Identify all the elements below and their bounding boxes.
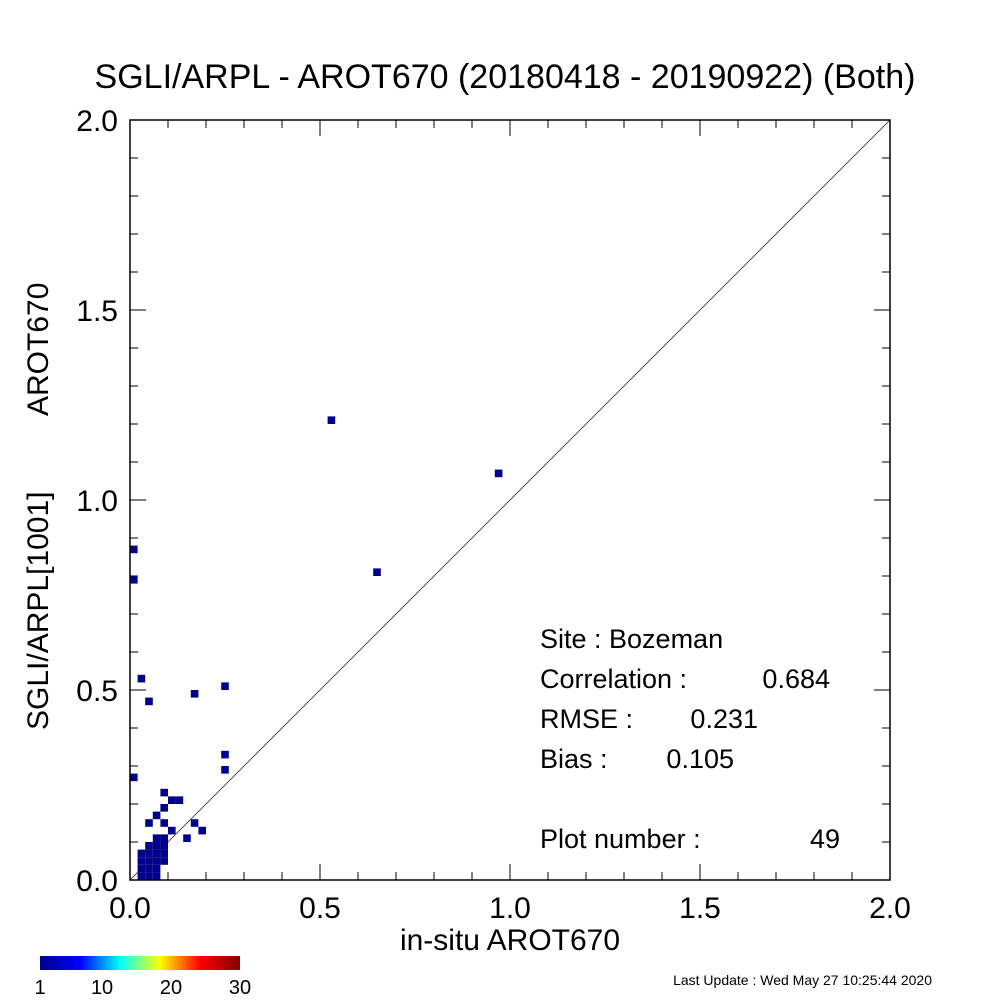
data-point <box>152 834 161 842</box>
data-point <box>152 849 161 858</box>
data-point <box>145 849 153 858</box>
data-point <box>160 842 168 850</box>
data-point <box>152 857 161 865</box>
data-point <box>152 872 161 880</box>
data-point <box>190 819 199 827</box>
chart-title: SGLI/ARPL - AROT670 (20180418 - 20190922… <box>95 58 916 96</box>
data-points <box>130 416 503 880</box>
bias-value: 0.105 <box>666 744 734 774</box>
data-point <box>175 796 184 804</box>
data-point <box>160 834 168 842</box>
colorbar-label: 10 <box>91 977 113 999</box>
site-text: Site : Bozeman <box>540 624 723 654</box>
data-point <box>327 416 336 424</box>
data-point <box>137 857 146 865</box>
x-tick-label: 0.0 <box>109 892 151 925</box>
data-point <box>160 788 168 797</box>
data-point <box>152 811 161 820</box>
x-tick-label: 1.0 <box>489 892 531 925</box>
correlation-label: Correlation : <box>540 664 687 694</box>
data-point <box>145 819 153 827</box>
plot-number-value: 49 <box>810 824 840 854</box>
plot-number-label: Plot number : <box>540 824 701 854</box>
correlation-value: 0.684 <box>762 664 830 694</box>
y-axis-label-param: AROT670 <box>22 283 55 416</box>
x-axis-label: in-situ AROT670 <box>400 924 620 957</box>
y-tick-label: 2.0 <box>76 105 118 138</box>
tick-labels: 0.0 0.5 1.0 1.5 2.0 0.0 0.5 1.0 1.5 2.0 <box>76 105 911 925</box>
rmse-value: 0.231 <box>690 704 758 734</box>
rmse-label: RMSE : <box>540 704 633 734</box>
data-point <box>221 682 229 690</box>
x-tick-label: 0.5 <box>299 892 341 925</box>
x-tick-label: 2.0 <box>869 892 911 925</box>
last-update-text: Last Update : Wed May 27 10:25:44 2020 <box>673 972 932 988</box>
data-point <box>373 568 381 576</box>
stats-box: Site : Bozeman Correlation : 0.684 RMSE … <box>540 624 840 854</box>
data-point <box>130 545 138 554</box>
data-point <box>137 674 146 683</box>
colorbar <box>40 956 240 970</box>
y-tick-label: 1.5 <box>76 295 118 328</box>
colorbar-label: 1 <box>34 977 45 999</box>
data-point <box>160 804 168 812</box>
data-point <box>145 864 153 873</box>
data-point <box>160 849 168 858</box>
x-tick-label: 1.5 <box>679 892 721 925</box>
colorbar-labels: 1 10 20 30 <box>34 977 251 999</box>
data-point <box>145 872 153 880</box>
colorbar-label: 30 <box>229 977 251 999</box>
one-to-one-line <box>129 119 891 881</box>
colorbar-label: 20 <box>160 977 182 999</box>
bias-label: Bias : <box>540 744 608 774</box>
data-point <box>160 819 168 827</box>
plot-frame <box>129 119 891 881</box>
y-tick-label: 0.5 <box>76 675 118 708</box>
data-point <box>152 842 161 850</box>
data-point <box>145 842 153 850</box>
data-point <box>221 766 229 774</box>
data-point <box>198 826 206 835</box>
data-point <box>190 690 199 698</box>
data-point <box>137 872 146 880</box>
data-point <box>130 576 138 584</box>
data-point <box>152 864 161 873</box>
data-point <box>168 826 176 835</box>
data-point <box>160 857 168 865</box>
data-point <box>130 773 138 782</box>
y-tick-label: 1.0 <box>76 485 118 518</box>
data-point <box>494 469 503 478</box>
data-point <box>137 864 146 873</box>
data-point <box>145 857 153 865</box>
y-axis-label-product: SGLI/ARPL[1001] <box>22 492 55 730</box>
y-tick-label: 0.0 <box>76 865 118 898</box>
data-point <box>221 750 229 759</box>
data-point <box>145 697 153 706</box>
data-point <box>168 796 176 804</box>
data-point <box>183 834 191 842</box>
data-point <box>137 849 146 858</box>
